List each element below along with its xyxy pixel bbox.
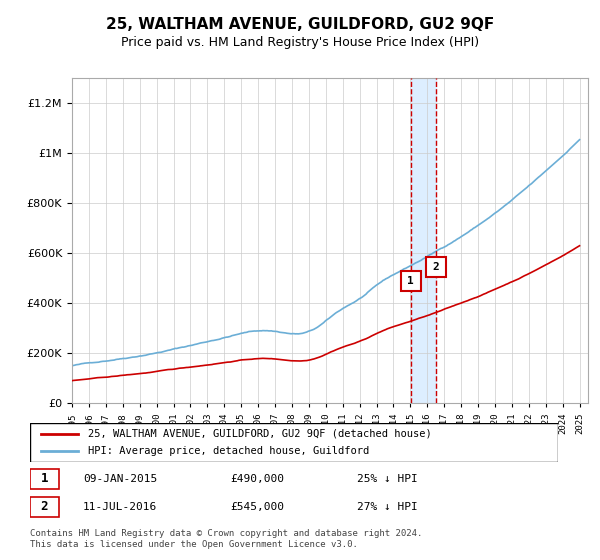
FancyBboxPatch shape: [30, 469, 59, 489]
Text: 2: 2: [433, 262, 440, 272]
Text: 25, WALTHAM AVENUE, GUILDFORD, GU2 9QF (detached house): 25, WALTHAM AVENUE, GUILDFORD, GU2 9QF (…: [88, 429, 432, 439]
Text: £545,000: £545,000: [230, 502, 284, 512]
FancyBboxPatch shape: [30, 423, 558, 462]
Text: 27% ↓ HPI: 27% ↓ HPI: [358, 502, 418, 512]
Text: 11-JUL-2016: 11-JUL-2016: [83, 502, 157, 512]
FancyBboxPatch shape: [30, 497, 59, 517]
Text: Contains HM Land Registry data © Crown copyright and database right 2024.
This d: Contains HM Land Registry data © Crown c…: [30, 529, 422, 549]
Text: 09-JAN-2015: 09-JAN-2015: [83, 474, 157, 484]
Text: 1: 1: [407, 276, 414, 286]
Bar: [411, 78, 436, 403]
Text: HPI: Average price, detached house, Guildford: HPI: Average price, detached house, Guil…: [88, 446, 370, 456]
Text: 25, WALTHAM AVENUE, GUILDFORD, GU2 9QF: 25, WALTHAM AVENUE, GUILDFORD, GU2 9QF: [106, 17, 494, 32]
Text: 1: 1: [41, 472, 48, 486]
Text: £490,000: £490,000: [230, 474, 284, 484]
Text: 25% ↓ HPI: 25% ↓ HPI: [358, 474, 418, 484]
Text: 2: 2: [41, 500, 48, 514]
Text: Price paid vs. HM Land Registry's House Price Index (HPI): Price paid vs. HM Land Registry's House …: [121, 36, 479, 49]
